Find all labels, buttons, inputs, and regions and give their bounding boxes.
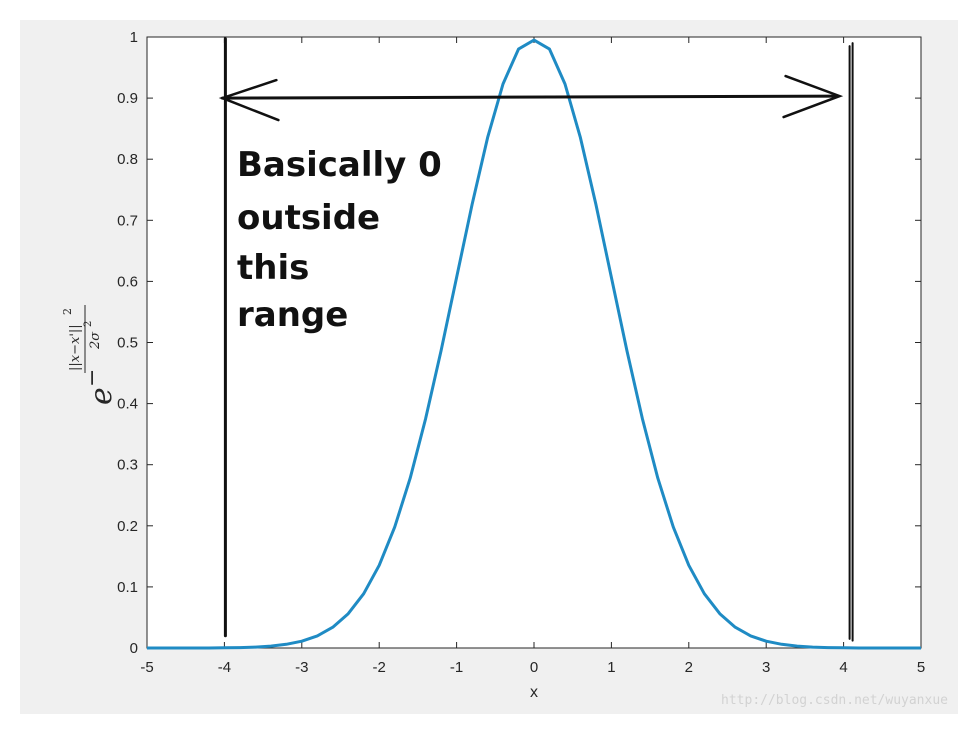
y-tick-label: 1 [130, 29, 138, 46]
range-arrow-shaft [220, 94, 840, 100]
x-tick-label: -2 [373, 659, 386, 676]
y-tick-label: 0.9 [117, 90, 138, 107]
y-label-denominator: 2σ [88, 331, 103, 350]
y-label-minus: − [80, 369, 105, 387]
y-label-denominator-power: 2 [83, 321, 94, 327]
y-tick-label: 0.5 [117, 335, 138, 352]
y-tick-label: 0.7 [117, 212, 138, 229]
x-axis-label: x [530, 684, 538, 701]
y-tick-label: 0.3 [117, 457, 138, 474]
gaussian-curve-line [147, 38, 921, 650]
x-tick-label: 1 [607, 659, 615, 676]
x-tick-label: 3 [762, 659, 770, 676]
x-tick-label: 2 [685, 659, 693, 676]
annotation-lines [218, 37, 854, 642]
y-tick-label: 0.2 [117, 518, 138, 535]
x-tick-label: -3 [295, 659, 308, 676]
y-label-base: e [84, 387, 119, 405]
y-ticks: 0 0.1 0.2 0.3 0.4 0.5 0.6 0.7 0.8 0.9 1 [117, 29, 921, 657]
range-arrow-left-head [218, 78, 280, 122]
y-tick-label: 0.4 [117, 396, 138, 413]
y-tick-label: 0.6 [117, 273, 138, 290]
y-label-numerator-power: 2 [61, 308, 74, 315]
annotation-line-2: outside [237, 198, 380, 238]
watermark-text: http://blog.csdn.net/wuyanxue [721, 693, 948, 708]
x-tick-label: 0 [530, 659, 538, 676]
annotation-line-3: this [237, 248, 309, 288]
annotation-text: Basically 0 outside this range [237, 145, 442, 335]
x-tick-label: -4 [218, 659, 231, 676]
x-tick-label: 5 [917, 659, 925, 676]
x-tick-label: 4 [839, 659, 847, 676]
x-tick-label: -5 [140, 659, 153, 676]
y-tick-label: 0 [130, 640, 138, 657]
y-tick-label: 0.1 [117, 579, 138, 596]
y-tick-label: 0.8 [117, 151, 138, 168]
y-axis-label: e − ||x−x'|| 2 2σ 2 [61, 305, 119, 405]
x-tick-label: -1 [450, 659, 463, 676]
annotation-line-1: Basically 0 [237, 145, 442, 185]
annotation-line-4: range [237, 295, 348, 335]
range-arrow-right-head [782, 74, 844, 119]
x-ticks: -5 -4 -3 -2 -1 0 1 2 3 4 5 [140, 37, 925, 676]
plot-area [146, 36, 922, 649]
y-label-numerator: ||x−x'|| [68, 324, 83, 371]
